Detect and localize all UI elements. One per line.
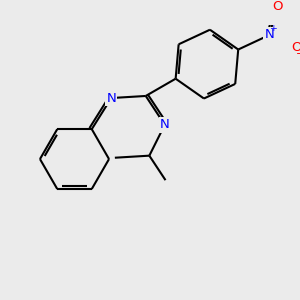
Text: N: N [265,28,275,41]
Text: −: − [296,49,300,59]
Text: O: O [272,0,282,13]
Text: O: O [291,41,300,54]
Text: N: N [106,92,116,104]
Text: N: N [160,118,169,131]
Text: +: + [269,24,277,33]
